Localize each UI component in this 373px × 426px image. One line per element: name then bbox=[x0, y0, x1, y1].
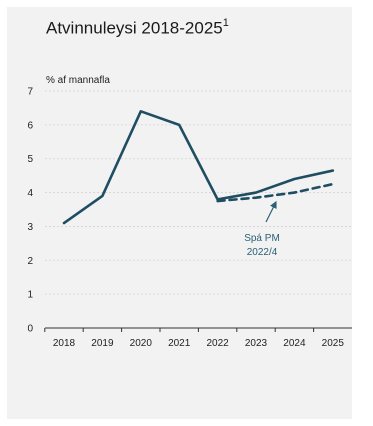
chart-title-footnote: 1 bbox=[222, 17, 229, 29]
x-ticks: 2018 2019 2020 2021 2022 2023 2024 2025 bbox=[44, 328, 345, 349]
x-tick-label-2018: 2018 bbox=[53, 338, 76, 349]
forecast-label-line-2: 2022/4 bbox=[247, 247, 278, 258]
y-tick-label-6: 6 bbox=[27, 120, 33, 131]
annotations: Spá PM 2022/4 bbox=[244, 200, 280, 258]
x-tick-label-2022: 2022 bbox=[206, 338, 229, 349]
x-tick-label-2019: 2019 bbox=[91, 338, 114, 349]
y-tick-label-3: 3 bbox=[27, 222, 33, 233]
series bbox=[62, 110, 335, 225]
y-tick-label-7: 7 bbox=[27, 87, 33, 98]
chart-panel bbox=[7, 7, 352, 419]
x-tick-label-2024: 2024 bbox=[283, 338, 306, 349]
chart-title: Atvinnuleysi 2018-20251 bbox=[46, 17, 229, 39]
x-tick-label-2020: 2020 bbox=[130, 338, 153, 349]
forecast-label-line-1: Spá PM bbox=[244, 233, 280, 244]
y-tick-label-1: 1 bbox=[27, 290, 33, 301]
y-tick-label-5: 5 bbox=[27, 154, 33, 165]
y-axis-label: % af mannafla bbox=[46, 75, 110, 86]
actual-series-line bbox=[62, 110, 335, 225]
chart-title-text: Atvinnuleysi 2018-2025 bbox=[46, 18, 223, 38]
x-tick-label-2021: 2021 bbox=[168, 338, 191, 349]
x-tick-label-2025: 2025 bbox=[322, 338, 345, 349]
y-ticks: 0 1 2 3 4 5 6 7 bbox=[27, 87, 33, 335]
y-tick-label-4: 4 bbox=[27, 188, 33, 199]
y-tick-label-0: 0 bbox=[27, 324, 33, 335]
forecast-series-line bbox=[216, 182, 335, 203]
gridlines bbox=[45, 90, 352, 329]
y-tick-label-2: 2 bbox=[27, 256, 33, 267]
x-tick-label-2023: 2023 bbox=[245, 338, 268, 349]
forecast-arrow bbox=[265, 200, 277, 223]
